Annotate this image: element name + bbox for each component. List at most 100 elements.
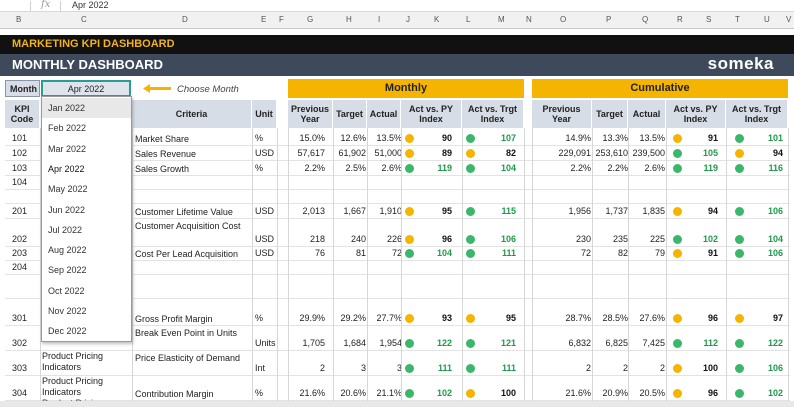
horizontal-scrollbar[interactable] xyxy=(0,401,794,407)
index-m-pyi: 102 xyxy=(436,388,452,398)
kpi-code[interactable]: 304 xyxy=(12,388,28,398)
column-header[interactable]: E xyxy=(261,15,267,24)
criteria-label[interactable]: Cost Per Lead Acquisition xyxy=(135,249,239,259)
header-act-vs-trgt: Act vs. Trgt Index xyxy=(462,100,524,128)
green-dot-icon xyxy=(735,249,744,258)
yellow-dot-icon xyxy=(673,364,682,373)
column-header[interactable]: J xyxy=(406,15,410,24)
column-header[interactable]: V xyxy=(786,15,792,24)
criteria-label[interactable]: Contribution Margin xyxy=(135,389,214,399)
kpi-code[interactable]: 103 xyxy=(12,163,28,173)
index-m-tgi: 100 xyxy=(500,388,516,398)
month-select[interactable]: Apr 2022 xyxy=(41,80,131,97)
column-header[interactable]: D xyxy=(182,15,188,24)
index-m-tgi: 107 xyxy=(500,133,516,143)
column-header[interactable]: C xyxy=(81,15,87,24)
criteria-label[interactable]: Customer Acquisition Cost xyxy=(135,221,241,231)
value-m-py: 76 xyxy=(314,248,325,258)
index-m-tgi: 111 xyxy=(501,363,516,373)
kpi-code[interactable]: 202 xyxy=(12,234,28,244)
green-dot-icon xyxy=(466,134,475,143)
criteria-label[interactable]: Break Even Point in Units xyxy=(135,328,238,338)
value-c-ac: 20.5% xyxy=(639,388,665,398)
dropdown-option[interactable]: Sep 2022 xyxy=(48,265,87,276)
value-m-ac: 3 xyxy=(396,363,402,373)
index-m-tgi: 106 xyxy=(500,234,516,244)
criteria-label[interactable]: Customer Lifetime Value xyxy=(135,207,233,217)
column-header[interactable]: K xyxy=(434,15,440,24)
column-header[interactable]: G xyxy=(307,15,314,24)
kpi-code[interactable]: 203 xyxy=(12,248,28,258)
yellow-dot-icon xyxy=(673,389,682,398)
column-header[interactable]: O xyxy=(560,15,567,24)
dropdown-option[interactable]: Mar 2022 xyxy=(48,143,87,154)
value-m-tg: 20.6% xyxy=(340,388,366,398)
index-m-pyi: 111 xyxy=(437,363,452,373)
column-header[interactable]: H xyxy=(346,15,352,24)
dropdown-option[interactable]: Jun 2022 xyxy=(48,204,86,215)
dropdown-option[interactable]: Feb 2022 xyxy=(48,123,87,134)
header-prev-year: Previous Year xyxy=(288,100,333,128)
criteria-label[interactable]: Sales Growth xyxy=(135,164,190,174)
index-c-pyi: 96 xyxy=(707,313,718,323)
index-c-pyi: 91 xyxy=(707,133,718,143)
index-c-tgi: 94 xyxy=(772,148,783,158)
value-m-py: 218 xyxy=(309,234,325,244)
dropdown-option[interactable]: May 2022 xyxy=(48,184,88,195)
column-header[interactable]: U xyxy=(764,15,770,24)
row-gridline xyxy=(5,160,790,161)
choose-month-hint: Choose Month xyxy=(177,84,239,95)
dropdown-option[interactable]: Jul 2022 xyxy=(48,224,83,235)
kpi-code[interactable]: 201 xyxy=(12,206,28,216)
green-dot-icon xyxy=(405,364,414,373)
fx-icon[interactable]: fx xyxy=(41,0,51,10)
row-gridline xyxy=(5,175,790,176)
criteria-label[interactable]: Gross Profit Margin xyxy=(135,314,213,324)
column-header[interactable]: M xyxy=(498,15,505,24)
value-m-ac: 1,954 xyxy=(379,338,402,348)
column-gridline xyxy=(288,128,289,401)
column-header[interactable]: Q xyxy=(642,15,649,24)
column-header[interactable]: B xyxy=(16,15,22,24)
unit-label: % xyxy=(255,388,264,398)
column-header[interactable]: T xyxy=(735,15,740,24)
value-m-ac: 51,000 xyxy=(374,148,402,158)
green-dot-icon xyxy=(466,164,475,173)
value-c-ac: 13.5% xyxy=(639,133,665,143)
dropdown-option[interactable]: Jan 2022 xyxy=(42,98,131,118)
index-m-tgi: 95 xyxy=(505,313,516,323)
column-header[interactable]: I xyxy=(378,15,381,24)
index-m-pyi: 90 xyxy=(441,133,452,143)
kpi-code[interactable]: 102 xyxy=(12,148,28,158)
dropdown-option[interactable]: Apr 2022 xyxy=(48,163,85,174)
value-c-py: 1,956 xyxy=(568,206,591,216)
kpi-code[interactable]: 301 xyxy=(12,313,28,323)
criteria-label[interactable]: Sales Revenue xyxy=(135,149,197,159)
kpi-code[interactable]: 104 xyxy=(12,177,28,187)
criteria-label[interactable]: Price Elasticity of Demand xyxy=(135,353,241,363)
column-gridline xyxy=(532,128,533,401)
column-gridline xyxy=(277,128,278,401)
column-header[interactable]: L xyxy=(466,15,471,24)
dropdown-option[interactable]: Dec 2022 xyxy=(48,326,87,337)
month-dropdown-list[interactable]: Jan 2022 Feb 2022 Mar 2022 Apr 2022 May 2022… xyxy=(41,96,132,342)
criteria-label[interactable]: Market Share xyxy=(135,134,190,144)
value-c-ac: 7,425 xyxy=(642,338,665,348)
kpi-code[interactable]: 302 xyxy=(12,338,28,348)
column-header[interactable]: N xyxy=(526,15,532,24)
row-gridline xyxy=(5,246,790,247)
kpi-code[interactable]: 204 xyxy=(12,262,28,272)
column-header[interactable]: S xyxy=(706,15,712,24)
yellow-dot-icon xyxy=(405,149,414,158)
dropdown-option[interactable]: Nov 2022 xyxy=(48,306,87,316)
index-c-tgi: 106 xyxy=(767,206,783,216)
kpi-code[interactable]: 101 xyxy=(12,133,28,143)
kpi-code[interactable]: 303 xyxy=(12,363,28,373)
index-m-tgi: 115 xyxy=(501,206,516,216)
column-header[interactable]: R xyxy=(677,15,683,24)
column-header[interactable]: F xyxy=(279,15,284,24)
dropdown-option[interactable]: Aug 2022 xyxy=(48,245,87,256)
formula-value[interactable]: Apr 2022 xyxy=(72,0,109,10)
column-header[interactable]: P xyxy=(606,15,612,24)
dropdown-option[interactable]: Oct 2022 xyxy=(48,285,85,296)
